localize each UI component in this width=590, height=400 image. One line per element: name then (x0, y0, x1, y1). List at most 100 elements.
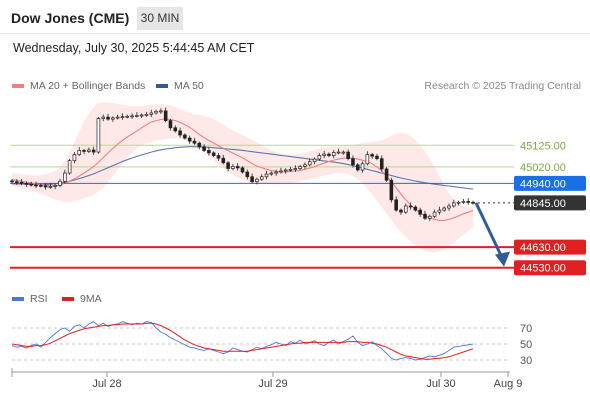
forecast-arrow-head (495, 251, 510, 267)
level-tag-last (514, 195, 586, 211)
candle-body (355, 164, 360, 171)
candle-body (192, 140, 197, 144)
candle-body (58, 180, 62, 186)
credit-text: Research © 2025 Trading Central (424, 80, 581, 92)
candle-body (384, 168, 389, 181)
candle-body (375, 155, 379, 159)
candle-body (303, 164, 307, 167)
legend-ma20: MA 20 + Bollinger Bands (12, 80, 145, 92)
ma50-swatch (156, 84, 168, 89)
candle-body (211, 152, 216, 156)
candle-body (67, 160, 72, 174)
candle-body (15, 181, 19, 184)
candle-body (173, 127, 178, 132)
candle-body (125, 115, 130, 118)
candle-body (106, 116, 110, 120)
instrument-title: Dow Jones (CME) (11, 10, 130, 26)
rsi-panel: 70 50 30 (11, 321, 532, 367)
candle-body (394, 199, 398, 211)
rsi-tick-label: 70 (520, 323, 532, 335)
candle-body (298, 166, 302, 169)
candle-body (111, 117, 115, 120)
candle-body (24, 182, 29, 185)
timestamp: Wednesday, July 30, 2025 5:44:45 AM CET (13, 41, 255, 55)
level-label-support: 44630.00 (520, 242, 566, 254)
candle-body (202, 146, 206, 151)
candle-body (456, 201, 461, 204)
candle-body (293, 168, 298, 170)
candle-body (197, 142, 202, 148)
candle-body (259, 176, 264, 180)
candle-body (178, 130, 182, 136)
candle-body (29, 183, 33, 186)
candle-body (408, 205, 413, 208)
time-tick-label: Jul 29 (258, 378, 287, 390)
candle-body (149, 112, 154, 115)
candle-body (351, 158, 355, 166)
candle-body (418, 209, 422, 215)
level-tag-pivot (514, 175, 586, 191)
candle-body (221, 157, 226, 164)
candle-body (370, 154, 374, 157)
candle-body (139, 114, 144, 117)
time-tick-label: Jul 30 (426, 378, 455, 390)
candle-body (130, 115, 134, 118)
candle-body (379, 158, 384, 170)
rsi-label: RSI (30, 293, 48, 305)
candle-body (135, 115, 139, 117)
candle-body (187, 137, 192, 142)
rsi-tick-label: 50 (520, 339, 532, 351)
candle-body (269, 172, 274, 175)
candle-body (360, 163, 365, 171)
ma50-line (12, 146, 474, 190)
candle-body (466, 201, 470, 203)
candle-body (442, 207, 446, 211)
candle-body (63, 172, 67, 182)
timeframe-button[interactable]: 30 MIN (137, 7, 183, 30)
level-tag-support (514, 260, 586, 276)
candle-body (471, 201, 475, 204)
level-tag-support (514, 239, 586, 255)
candle-body (168, 120, 173, 129)
candle-body (91, 149, 96, 153)
time-tick-label: Aug 9 (494, 378, 523, 390)
candle-body (423, 213, 427, 219)
candle-body (427, 215, 432, 219)
candle-body (77, 150, 82, 155)
legend-rsi: RSI (12, 293, 48, 305)
level-label-resistance: 45125.00 (520, 140, 566, 152)
candle-body (120, 116, 125, 119)
candle-body (279, 170, 283, 173)
rsi-ma-label: 9MA (80, 293, 102, 305)
candle-body (331, 152, 336, 156)
candle-body (312, 158, 317, 163)
level-label-pivot: 44940.00 (520, 178, 566, 190)
candle-body (216, 155, 221, 159)
rsi-swatch (12, 297, 24, 302)
candle-body (307, 161, 312, 166)
candle-body (327, 153, 331, 156)
candle-body (207, 150, 211, 154)
candle-body (43, 185, 48, 188)
candle-body (317, 155, 322, 160)
price-panel: 45125.00 45020.00 44940.00 44845.00 44630.00… (10, 102, 586, 276)
candle-body (283, 169, 288, 172)
level-label-support: 44530.00 (520, 263, 566, 275)
candle-body (82, 150, 86, 152)
candle-body (346, 151, 350, 159)
candle-body (101, 116, 106, 119)
level-label-last: 44845.00 (520, 198, 566, 210)
candle-body (255, 178, 259, 183)
time-tick-label: Jul 28 (92, 378, 121, 390)
candle-body (399, 209, 403, 213)
candle-body (34, 184, 38, 187)
candle-body (96, 118, 101, 153)
candle-body (19, 181, 24, 184)
candle-body (437, 209, 442, 213)
candle-body (341, 151, 346, 154)
candle-body (159, 110, 163, 113)
candle-body (144, 114, 149, 116)
ma50-label: MA 50 (174, 80, 204, 92)
time-axis: Jul 28 Jul 29 Jul 30 Aug 9 (11, 368, 523, 390)
